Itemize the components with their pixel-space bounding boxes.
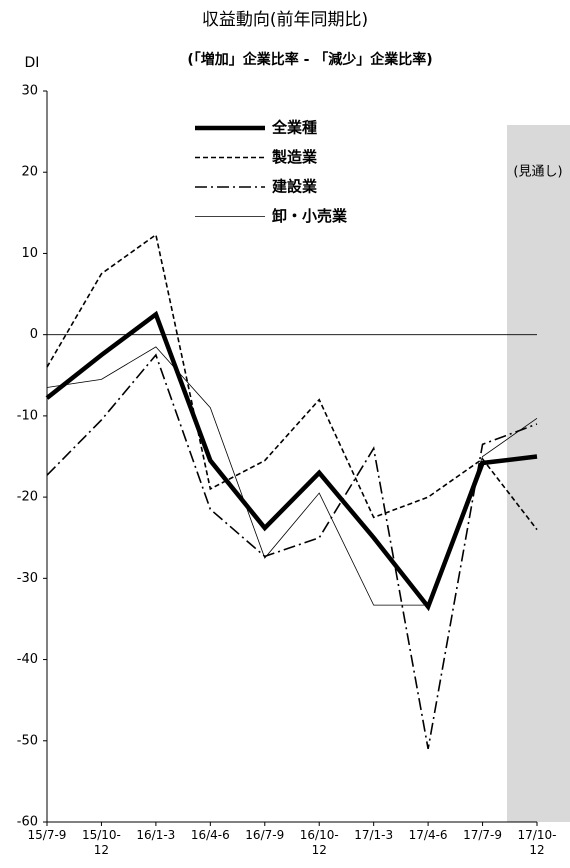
x-tick-label: 17/1-3 [354,828,394,842]
legend-label: 製造業 [271,148,318,166]
series-line [46,353,538,750]
x-tick-label: 17/7-9 [463,828,502,842]
x-tick-label: 15/10-12 [81,828,121,857]
series-line [46,346,538,606]
x-tick-label: 16/10-12 [299,828,339,857]
y-tick-label: 0 [30,327,38,342]
series-line [46,233,538,531]
series-line [45,310,538,612]
chart-subtitle: (「増加」企業比率 - 「減少」企業比率) [187,51,432,68]
x-tick-label: 16/7-9 [245,828,285,842]
y-tick-label: -50 [17,733,38,748]
y-tick-label: 20 [21,165,38,180]
y-tick-label: -30 [17,571,38,586]
x-tick-label: 17/10-12 [517,828,557,857]
y-tick-label: 30 [21,84,38,99]
y-tick-label: -10 [17,408,38,423]
x-tick-label: 16/4-6 [190,828,230,842]
legend-label: 卸・小売業 [272,207,348,225]
legend-label: 建設業 [272,178,318,196]
forecast-label: (見通し) [513,165,562,180]
y-axis-label: DI [25,55,40,71]
x-tick-label: 15/7-9 [27,828,67,842]
y-tick-label: -20 [17,490,38,505]
y-tick-label: 10 [21,246,38,261]
x-tick-label: 16/1-3 [136,828,176,842]
chart-title: 収益動向(前年同期比) [202,10,368,30]
y-tick-label: -60 [17,815,38,830]
legend-label: 全業種 [271,119,317,137]
x-tick-label: 17/4-6 [408,828,448,842]
y-tick-label: -40 [17,652,38,667]
forecast-region [507,125,570,822]
